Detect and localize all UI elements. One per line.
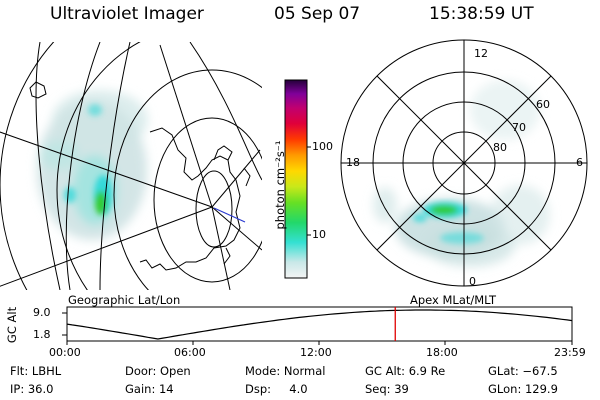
info-ip: IP: 36.0 [10, 382, 54, 396]
right-panel-label: Apex MLat/MLT [410, 293, 497, 307]
mlat-label-60: 60 [536, 98, 550, 111]
altitude-strip [62, 306, 573, 345]
polar-plot [340, 39, 588, 287]
info-gain: Gain: 14 [125, 382, 174, 396]
strip-axis-title: GC Alt [5, 306, 20, 344]
instrument-title: Ultraviolet Imager [50, 4, 204, 24]
colorbar-unit-label: photon cm⁻²s⁻¹ [273, 140, 287, 230]
time-label: 15:38:59 UT [429, 4, 534, 24]
terminator-line [213, 207, 246, 223]
geographic-map [0, 42, 262, 290]
time-tick-4: 23:59 [554, 346, 586, 359]
info-glon: GLon: 129.9 [488, 382, 558, 396]
time-tick-0: 00:00 [49, 346, 81, 359]
time-tick-1: 06:00 [174, 346, 206, 359]
coastline [29, 81, 251, 271]
mlt-label-6: 6 [576, 156, 583, 169]
mlt-label-18: 18 [346, 156, 360, 169]
mlat-label-80: 80 [493, 141, 507, 154]
info-glat: GLat: −67.5 [488, 364, 558, 378]
colorbar-tick-100: 100 [312, 140, 333, 153]
strip-ymin-label: 1.8 [33, 328, 51, 341]
mlt-label-0: 0 [469, 275, 476, 288]
date-label: 05 Sep 07 [274, 4, 361, 24]
info-seq: Seq: 39 [365, 382, 409, 396]
colorbar-tick-10: 10 [312, 228, 326, 241]
time-tick-3: 18:00 [426, 346, 458, 359]
colorbar [284, 79, 311, 279]
strip-ymax-label: 9.0 [33, 306, 51, 319]
mlt-label-12: 12 [474, 47, 488, 60]
info-mode: Mode: Normal [245, 364, 326, 378]
info-door: Door: Open [125, 364, 191, 378]
mlat-label-70: 70 [512, 121, 526, 134]
left-panel-label: Geographic Lat/Lon [68, 293, 181, 307]
info-dsp: Dsp: 4.0 [245, 382, 308, 396]
time-tick-2: 12:00 [300, 346, 332, 359]
map-grid [0, 42, 262, 290]
info-gc-alt: GC Alt: 6.9 Re [365, 364, 446, 378]
info-flt: Flt: LBHL [10, 364, 62, 378]
